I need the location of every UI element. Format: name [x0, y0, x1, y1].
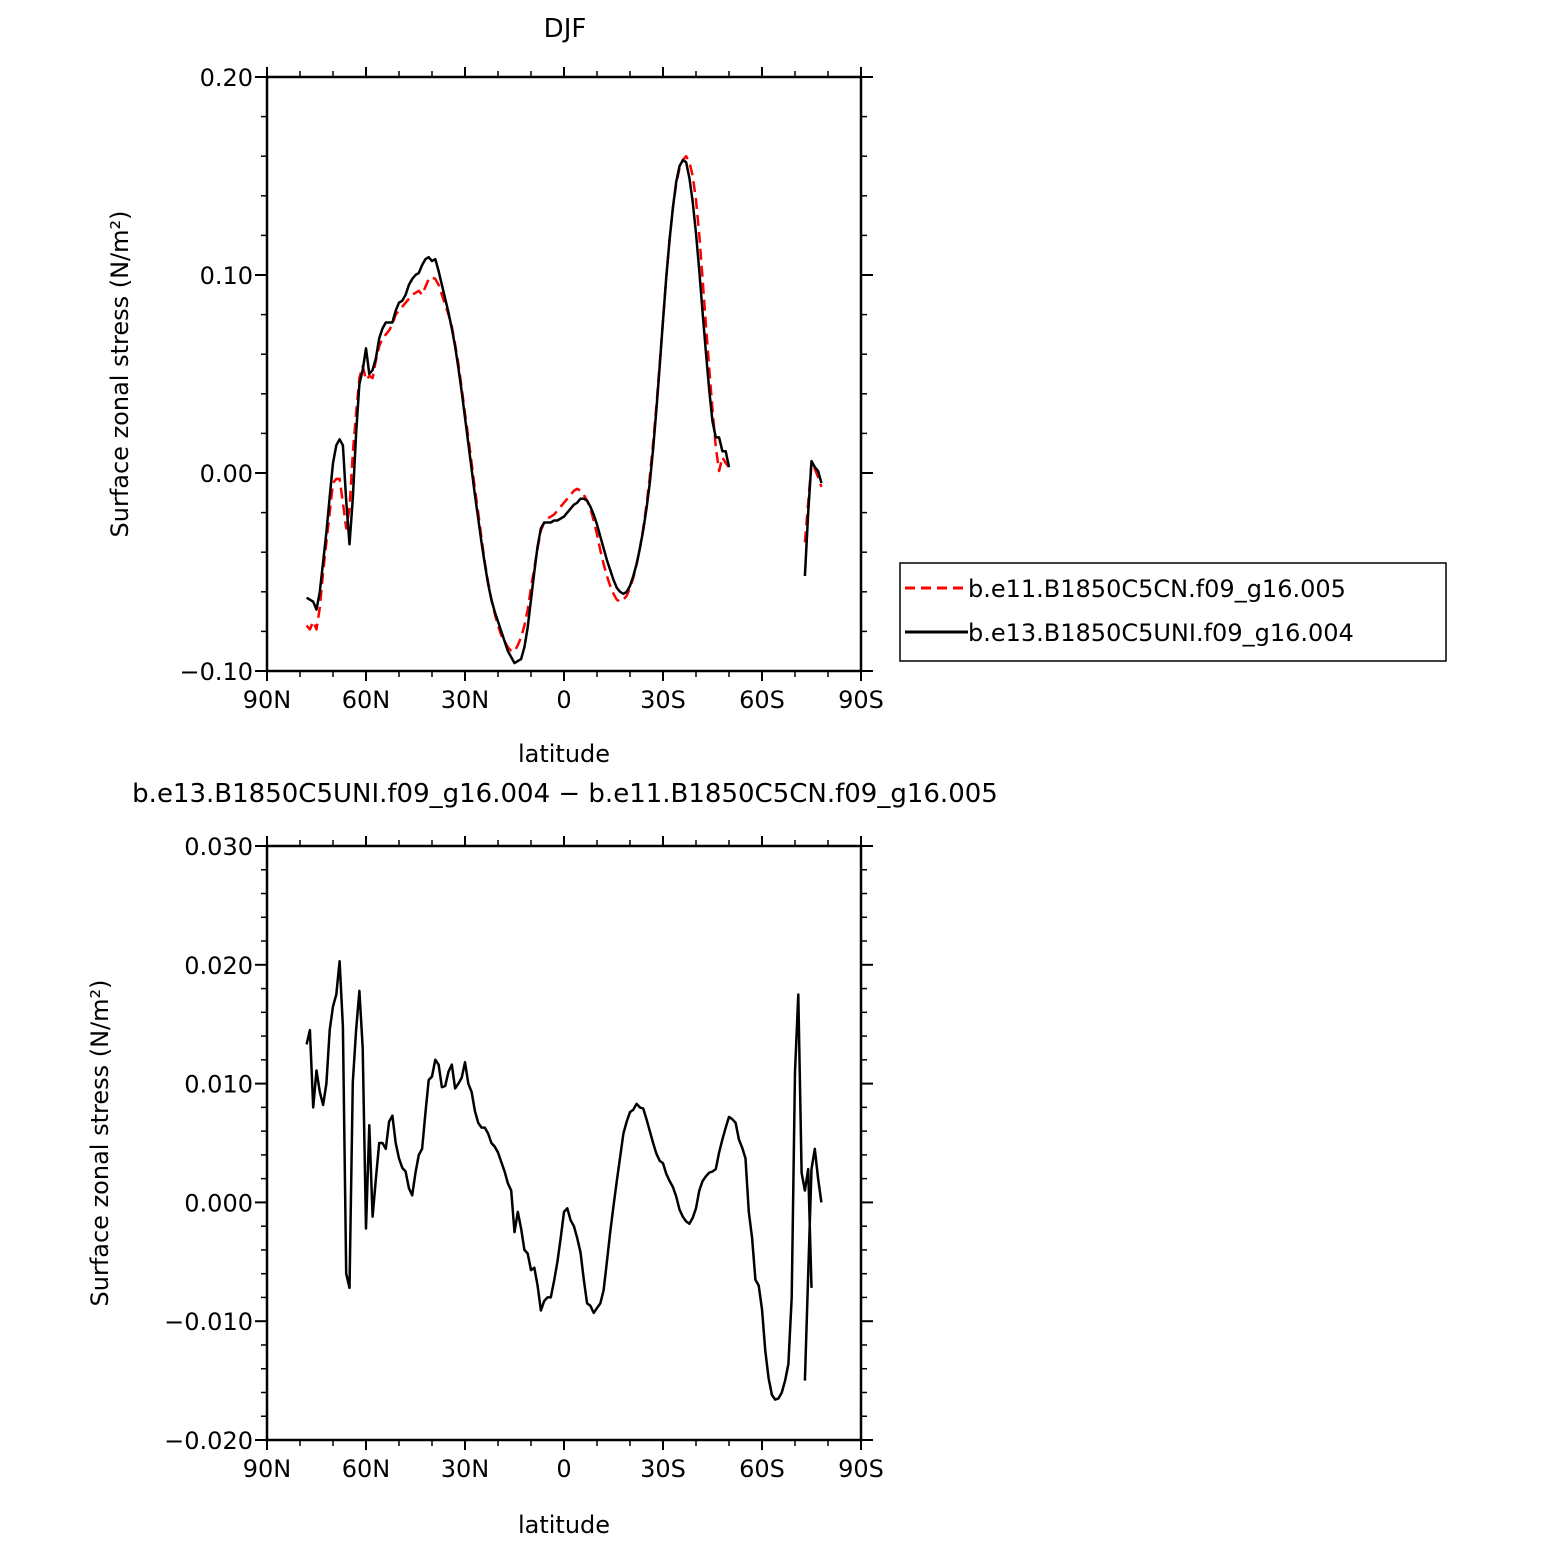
series-line: [305, 959, 813, 1401]
x-tick-label: 90S: [838, 686, 884, 714]
x-tick-label: 60S: [739, 686, 785, 714]
series-line: [803, 459, 823, 577]
y-tick-label: −0.10: [179, 658, 253, 686]
y-tick-label: 0.20: [200, 64, 253, 92]
x-tick-label: 90N: [243, 1455, 292, 1483]
x-axis-label: latitude: [518, 740, 610, 768]
x-tick-label: 30N: [441, 686, 490, 714]
x-tick-label: 0: [556, 686, 571, 714]
x-tick-label: 60N: [342, 1455, 391, 1483]
series-line: [803, 1147, 823, 1381]
x-axis-label: latitude: [518, 1511, 610, 1539]
y-axis-label: Surface zonal stress (N/m²): [86, 980, 114, 1307]
y-tick-label: 0.000: [184, 1189, 253, 1217]
difference-stress-plot: b.e13.B1850C5UNI.f09_g16.004 − b.e11.B18…: [86, 779, 998, 1539]
y-tick-label: 0.00: [200, 460, 253, 488]
legend-entry-label: b.e11.B1850C5CN.f09_g16.005: [968, 575, 1346, 603]
plot-frame: [265, 75, 863, 673]
y-axis-label: Surface zonal stress (N/m²): [106, 211, 134, 538]
y-tick-label: 0.010: [184, 1071, 253, 1099]
legend: b.e11.B1850C5CN.f09_g16.005 b.e13.B1850C…: [899, 562, 1447, 662]
y-tick-label: 0.030: [184, 833, 253, 861]
plot-title: b.e13.B1850C5UNI.f09_g16.004 − b.e11.B18…: [132, 779, 998, 809]
x-tick-label: 90N: [243, 686, 292, 714]
djf-stress-plot: DJF 90N 60N 30N 0 30S 60S 90S −0.10 0.00 0.10 0.20…: [106, 14, 1447, 768]
plot-title: DJF: [544, 14, 587, 44]
y-tick-label: 0.10: [200, 262, 253, 290]
x-tick-label: 30N: [441, 1455, 490, 1483]
legend-entry-label: b.e13.B1850C5UNI.f09_g16.004: [968, 619, 1354, 647]
x-tick-label: 90S: [838, 1455, 884, 1483]
y-tick-label: 0.020: [184, 952, 253, 980]
x-tick-label: 30S: [640, 1455, 686, 1483]
y-tick-label: −0.020: [164, 1427, 253, 1455]
legend-box: [899, 562, 1447, 662]
x-tick-label: 30S: [640, 686, 686, 714]
x-tick-label: 60N: [342, 686, 391, 714]
y-tick-label: −0.010: [164, 1308, 253, 1336]
plot-frame: [265, 844, 863, 1442]
series-line: [305, 158, 731, 665]
x-tick-label: 0: [556, 1455, 571, 1483]
x-tick-label: 60S: [739, 1455, 785, 1483]
series-line: [305, 154, 730, 653]
